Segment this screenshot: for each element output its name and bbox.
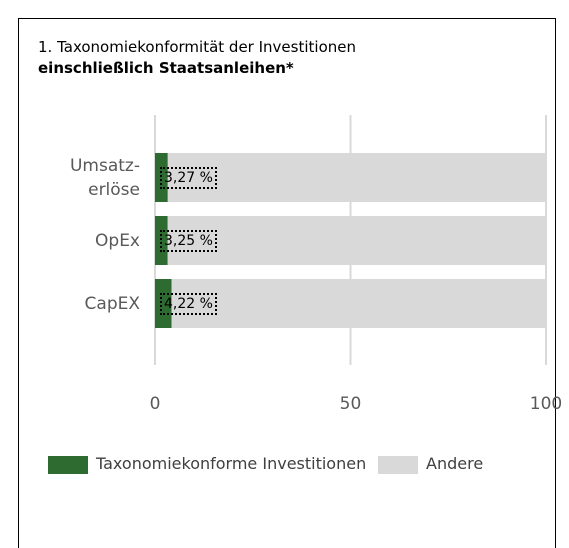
legend-label: Andere [426, 454, 484, 473]
bar-segment [171, 279, 547, 328]
chart [48, 115, 547, 474]
x-tick-label: 50 [339, 394, 362, 414]
legend-swatch [378, 456, 418, 474]
data-label: 3,27 % [160, 166, 217, 189]
legend-label: Taxonomiekonforme Investitionen [96, 454, 367, 473]
y-tick-label: CapEX [84, 293, 140, 314]
data-label: 4,22 % [160, 292, 217, 315]
chart-title: 1. Taxonomiekonformität der Investitione… [38, 38, 356, 56]
legend-swatch [48, 456, 88, 474]
bar-segment [167, 216, 546, 265]
y-tick-label: OpEx [95, 230, 140, 251]
bar-segment [155, 279, 172, 328]
chart-frame [18, 18, 556, 548]
x-tick-label: 0 [149, 394, 161, 414]
y-tick-label: Umsatz- erlöse [69, 155, 140, 200]
x-tick-label: 100 [529, 394, 563, 414]
chart-subtitle: einschließlich Staatsanleihen* [38, 59, 294, 77]
page: 1. Taxonomiekonformität der Investitione… [18, 18, 563, 548]
bar-segment [167, 153, 546, 202]
data-label: 3,25 % [160, 229, 217, 252]
